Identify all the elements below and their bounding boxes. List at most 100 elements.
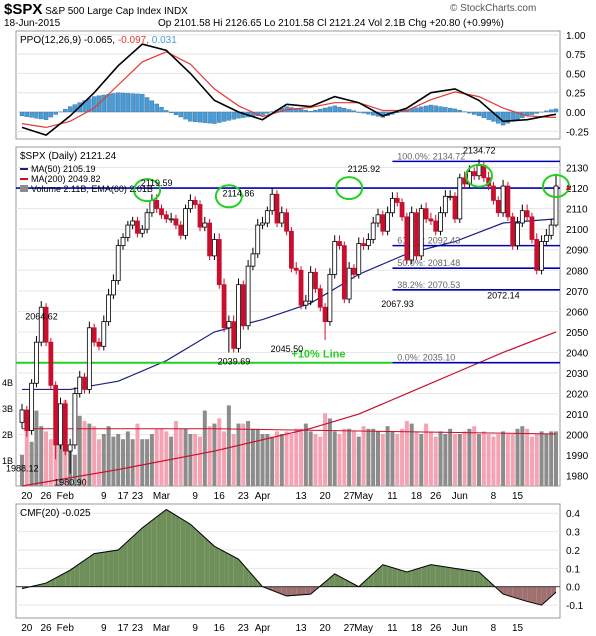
candle-body — [19, 409, 25, 423]
cmf-area-segment — [378, 564, 383, 587]
cmf-area-segment — [185, 521, 191, 587]
cmf-area-segment — [527, 586, 532, 603]
cmf-area-segment — [137, 527, 143, 587]
ppo-histogram-bar — [19, 111, 25, 117]
ppo-histogram-bar — [342, 108, 347, 113]
volume-bar — [183, 428, 188, 486]
candle-body — [240, 284, 246, 327]
candle-body — [308, 271, 314, 302]
candle-body — [510, 216, 516, 247]
cmf-x-tick-label: 9 — [101, 623, 107, 634]
candle-body — [380, 214, 386, 232]
candle-body — [159, 208, 164, 216]
price-tick-label: 2030 — [566, 369, 589, 380]
ppo-histogram-bar — [197, 111, 203, 123]
cmf-area-segment — [344, 579, 350, 587]
volume-bar — [395, 434, 400, 486]
price-tick-label: 2000 — [566, 431, 589, 442]
ppo-histogram-bar — [130, 93, 135, 113]
cmf-area-segment — [219, 548, 225, 587]
ppo-histogram-bar — [82, 100, 87, 113]
volume-bar — [356, 436, 361, 486]
candle-body — [337, 241, 342, 247]
price-tick-label: 2090 — [566, 246, 589, 257]
candle-body — [183, 208, 188, 236]
volume-bar — [246, 421, 251, 486]
cmf-x-tick-label: Mar — [153, 623, 171, 634]
cmf-area-segment — [65, 570, 71, 587]
volume-bar — [496, 434, 501, 486]
ppo-histogram-bar — [298, 109, 304, 113]
ppo-histogram-bar — [399, 111, 405, 113]
price-x-tick-label: 18 — [411, 491, 423, 502]
candle-body — [226, 321, 232, 329]
volume-bar — [250, 428, 255, 486]
ppo-panel-frame — [15, 30, 561, 140]
cmf-area-segment — [84, 556, 90, 587]
volume-bar — [188, 434, 193, 486]
volume-bar — [125, 431, 130, 486]
cmf-area-segment — [536, 586, 542, 606]
cmf-area-segment — [248, 570, 253, 587]
volume-bar — [534, 434, 539, 486]
volume-bar — [270, 436, 275, 486]
cmf-area-segment — [498, 586, 504, 595]
candle-body — [101, 321, 107, 347]
ppo-histogram-bar — [423, 105, 429, 113]
ppo-histogram-bar — [212, 111, 217, 124]
volume-bar — [332, 431, 337, 486]
candle-body — [34, 341, 39, 384]
candle-body — [62, 403, 68, 452]
volume-bar — [448, 428, 453, 486]
ppo-histogram-bar — [472, 111, 477, 115]
candle-body — [515, 222, 520, 247]
ppo-histogram-bar — [207, 111, 212, 124]
price-tick-label: 2110 — [566, 205, 588, 216]
cmf-area-segment — [450, 567, 455, 587]
volume-bar — [380, 434, 385, 486]
price-annotation: 1980.90 — [54, 478, 87, 488]
candle-body — [491, 185, 496, 201]
candle-body — [48, 341, 54, 386]
price-x-tick-label: 23 — [132, 491, 144, 502]
fib-level-label: 38.2%: 2070.53 — [397, 280, 460, 290]
cmf-area-segment — [190, 524, 196, 587]
volume-legend-swatch — [20, 185, 28, 192]
price-annotation: 2125.92 — [348, 164, 381, 174]
ppo-histogram-bar — [164, 110, 169, 113]
volume-bar — [106, 426, 111, 486]
volume-bar — [477, 434, 482, 486]
cmf-x-tick-label: 11 — [387, 623, 398, 634]
candle-body — [279, 212, 285, 224]
cmf-area-segment — [200, 533, 205, 587]
ppo-histogram-bar — [48, 111, 54, 118]
ppo-histogram-bar — [116, 92, 121, 113]
ppo-tick-label: 0.50 — [566, 69, 586, 80]
ppo-histogram-bar — [87, 98, 92, 113]
candle-body — [216, 239, 222, 286]
candle-body — [293, 267, 299, 271]
volume-bar — [274, 431, 279, 486]
volume-bar — [351, 431, 356, 486]
price-x-tick-label: Apr — [255, 491, 271, 502]
cmf-tick-label: 0.4 — [566, 509, 580, 520]
candle-body — [154, 200, 160, 210]
ppo-histogram-bar — [183, 111, 188, 120]
candle-body — [120, 236, 126, 247]
volume-bar — [44, 431, 49, 486]
candle-body — [173, 218, 179, 226]
cmf-area-segment — [483, 576, 489, 587]
chart-date: 18-Jun-2015 — [4, 18, 61, 29]
cmf-area-segment — [551, 586, 556, 597]
volume-bar — [116, 434, 121, 486]
cmf-tick-label: 0.1 — [566, 564, 580, 575]
cmf-x-tick-label: 23 — [238, 623, 250, 634]
volume-bar — [222, 431, 227, 486]
volume-bar — [265, 434, 270, 486]
ppo-histogram-bar — [313, 109, 318, 113]
volume-bar — [299, 428, 304, 486]
candle-body — [255, 224, 261, 255]
candle-body — [284, 212, 289, 232]
cmf-area-segment — [74, 563, 80, 587]
candle-body — [245, 265, 251, 327]
